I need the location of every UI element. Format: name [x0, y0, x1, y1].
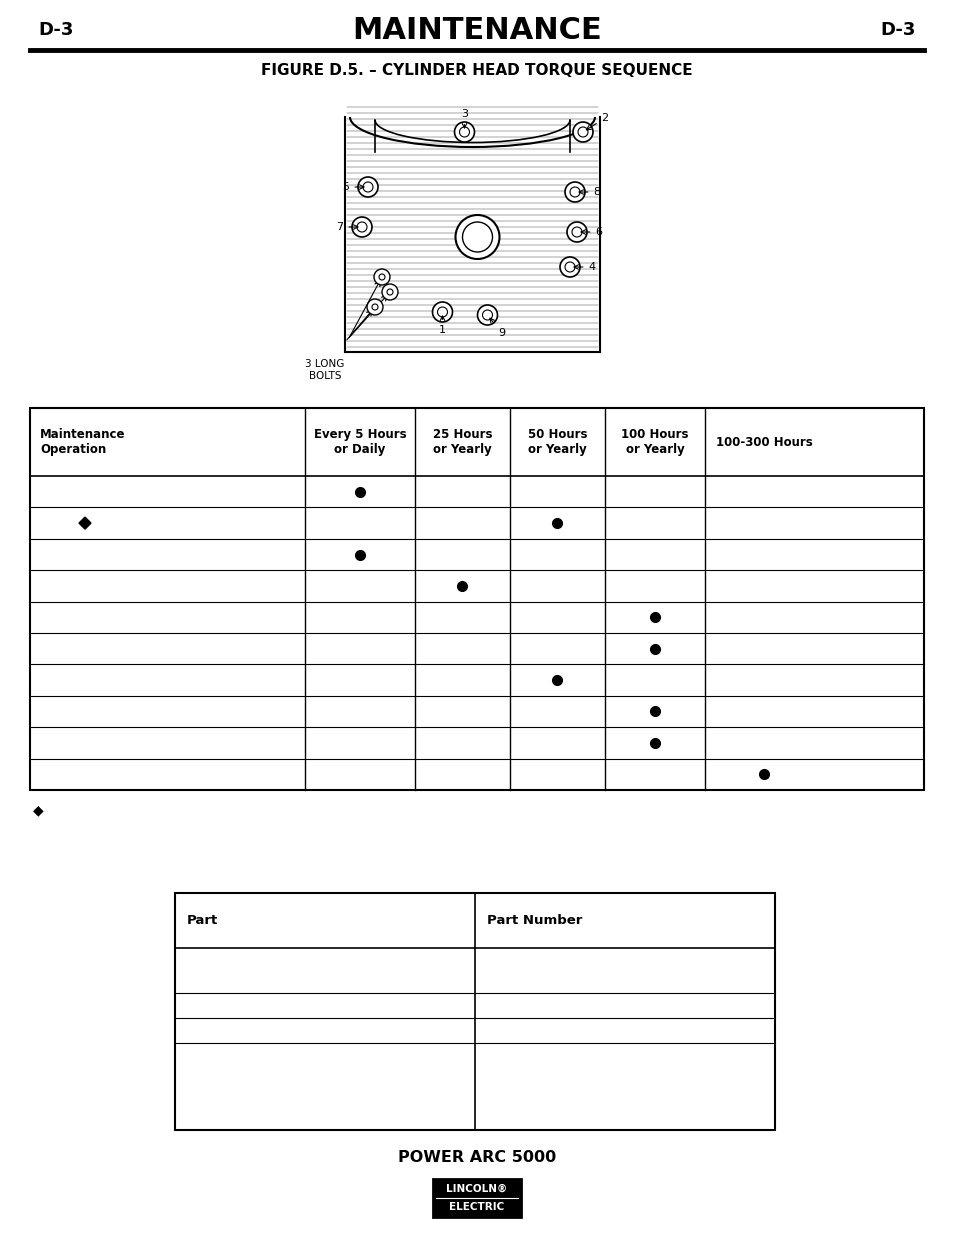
Circle shape: [357, 177, 377, 198]
Circle shape: [566, 222, 586, 242]
Circle shape: [459, 127, 469, 137]
Circle shape: [437, 308, 447, 317]
Text: 8: 8: [578, 186, 600, 198]
Text: D-3: D-3: [880, 21, 915, 40]
Text: POWER ARC 5000: POWER ARC 5000: [397, 1151, 556, 1166]
Circle shape: [482, 310, 492, 320]
Circle shape: [455, 215, 499, 259]
Text: LINCOLN®: LINCOLN®: [446, 1184, 507, 1194]
Circle shape: [572, 227, 581, 237]
Text: Part: Part: [187, 914, 218, 927]
Text: 9: 9: [490, 319, 504, 338]
Circle shape: [363, 182, 373, 191]
Text: 3 LONG
BOLTS: 3 LONG BOLTS: [305, 359, 344, 380]
Circle shape: [578, 127, 587, 137]
Circle shape: [352, 217, 372, 237]
Circle shape: [564, 182, 584, 203]
Text: Maintenance
Operation: Maintenance Operation: [40, 429, 126, 456]
Circle shape: [454, 122, 474, 142]
Circle shape: [374, 269, 390, 285]
Circle shape: [381, 284, 397, 300]
Bar: [174, 893, 774, 1130]
Circle shape: [387, 289, 393, 295]
Circle shape: [372, 304, 377, 310]
Circle shape: [356, 222, 367, 232]
Text: 3: 3: [460, 109, 468, 128]
Circle shape: [462, 222, 492, 252]
Text: 100-300 Hours: 100-300 Hours: [716, 436, 812, 448]
Text: MAINTENANCE: MAINTENANCE: [352, 16, 601, 44]
Bar: [433, 1179, 520, 1216]
Text: ◆: ◆: [33, 803, 44, 818]
Circle shape: [432, 303, 452, 322]
Polygon shape: [79, 517, 91, 529]
Text: Every 5 Hours
or Daily: Every 5 Hours or Daily: [314, 429, 406, 456]
Circle shape: [559, 257, 579, 277]
Circle shape: [378, 274, 385, 280]
Text: 5: 5: [342, 182, 364, 191]
Circle shape: [569, 186, 579, 198]
Circle shape: [564, 262, 575, 272]
Text: D-3: D-3: [38, 21, 73, 40]
Text: Part Number: Part Number: [486, 914, 581, 927]
Text: FIGURE D.5. – CYLINDER HEAD TORQUE SEQUENCE: FIGURE D.5. – CYLINDER HEAD TORQUE SEQUE…: [261, 63, 692, 78]
Text: 100 Hours
or Yearly: 100 Hours or Yearly: [620, 429, 688, 456]
Text: ELECTRIC: ELECTRIC: [449, 1202, 504, 1212]
Text: 25 Hours
or Yearly: 25 Hours or Yearly: [433, 429, 492, 456]
Text: 4: 4: [574, 262, 595, 272]
Text: 2: 2: [586, 112, 608, 130]
Circle shape: [573, 122, 593, 142]
Circle shape: [477, 305, 497, 325]
Text: 50 Hours
or Yearly: 50 Hours or Yearly: [527, 429, 587, 456]
Text: 6: 6: [580, 227, 602, 237]
Text: 1: 1: [438, 316, 446, 335]
Circle shape: [367, 299, 382, 315]
Text: 7: 7: [336, 222, 357, 232]
Bar: [30, 408, 923, 790]
